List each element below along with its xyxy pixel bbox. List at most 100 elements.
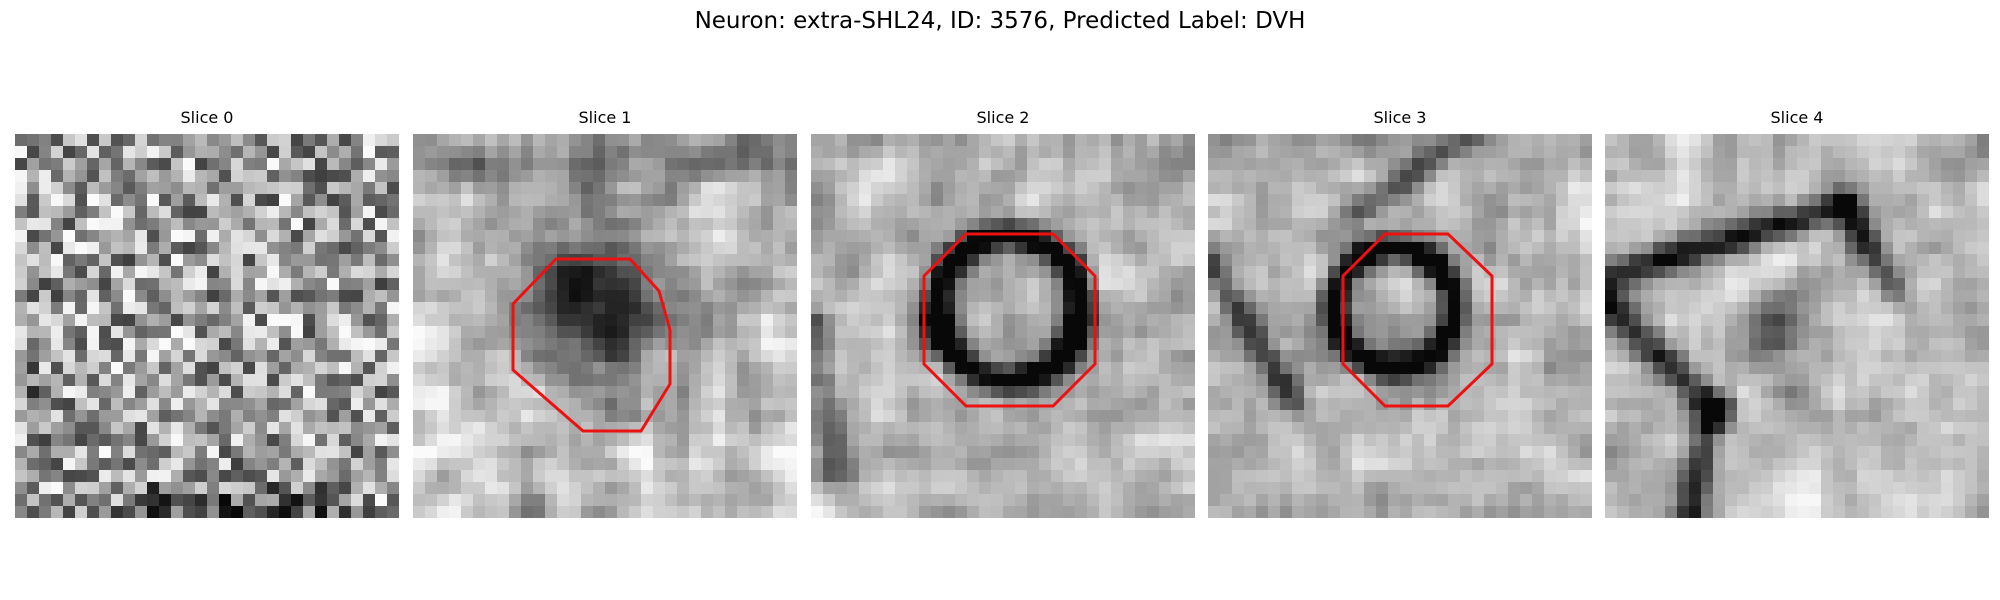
pixel xyxy=(1159,374,1172,387)
pixel xyxy=(1003,386,1016,399)
pixel xyxy=(847,386,860,399)
pixel xyxy=(1484,458,1497,471)
pixel xyxy=(1905,386,1918,399)
pixel xyxy=(1448,446,1461,459)
pixel xyxy=(207,218,220,231)
pixel xyxy=(497,302,510,315)
pixel xyxy=(725,230,738,243)
pixel xyxy=(1147,182,1160,195)
pixel xyxy=(1460,446,1473,459)
pixel xyxy=(1099,302,1112,315)
pixel xyxy=(701,158,714,171)
pixel xyxy=(207,278,220,291)
pixel xyxy=(351,374,364,387)
pixel xyxy=(1063,386,1076,399)
pixel xyxy=(1328,338,1341,351)
pixel xyxy=(1123,506,1136,518)
pixel xyxy=(39,494,52,507)
pixel xyxy=(1580,362,1592,375)
pixel xyxy=(1605,278,1618,291)
pixel xyxy=(1352,482,1365,495)
pixel xyxy=(1677,398,1690,411)
pixel xyxy=(15,338,28,351)
pixel xyxy=(1532,398,1545,411)
pixel xyxy=(1099,254,1112,267)
pixel xyxy=(1075,302,1088,315)
pixel xyxy=(75,302,88,315)
pixel xyxy=(327,386,340,399)
pixel xyxy=(1208,326,1221,339)
pixel xyxy=(737,278,750,291)
pixel xyxy=(1677,350,1690,363)
pixel xyxy=(581,158,594,171)
pixel xyxy=(533,470,546,483)
pixel xyxy=(1965,230,1978,243)
pixel xyxy=(1171,398,1184,411)
pixel xyxy=(1268,350,1281,363)
pixel xyxy=(375,398,388,411)
pixel xyxy=(1845,398,1858,411)
pixel xyxy=(509,338,522,351)
pixel xyxy=(1941,230,1954,243)
pixel xyxy=(545,194,558,207)
pixel xyxy=(1159,494,1172,507)
pixel xyxy=(1424,230,1437,243)
pixel xyxy=(1544,458,1557,471)
pixel xyxy=(183,170,196,183)
pixel xyxy=(713,278,726,291)
pixel xyxy=(1605,242,1618,255)
pixel xyxy=(387,254,399,267)
pixel xyxy=(1208,338,1221,351)
pixel xyxy=(207,146,220,159)
pixel xyxy=(629,506,642,518)
pixel xyxy=(1147,338,1160,351)
pixel xyxy=(1171,302,1184,315)
pixel xyxy=(219,362,232,375)
pixel xyxy=(1051,182,1064,195)
pixel xyxy=(919,206,932,219)
pixel xyxy=(1123,434,1136,447)
pixel xyxy=(1713,278,1726,291)
pixel xyxy=(1292,158,1305,171)
pixel xyxy=(1857,422,1870,435)
pixel xyxy=(1761,434,1774,447)
pixel xyxy=(617,182,630,195)
pixel xyxy=(1280,350,1293,363)
pixel xyxy=(991,314,1004,327)
pixel xyxy=(1617,326,1630,339)
pixel xyxy=(823,434,836,447)
pixel xyxy=(859,218,872,231)
pixel xyxy=(123,410,136,423)
pixel xyxy=(473,386,486,399)
pixel xyxy=(231,302,244,315)
pixel xyxy=(811,314,824,327)
pixel xyxy=(1388,146,1401,159)
pixel xyxy=(1003,302,1016,315)
pixel xyxy=(1063,434,1076,447)
pixel xyxy=(413,314,426,327)
pixel xyxy=(629,326,642,339)
pixel xyxy=(1063,266,1076,279)
pixel xyxy=(761,362,774,375)
pixel xyxy=(1400,326,1413,339)
pixel xyxy=(135,230,148,243)
pixel xyxy=(1713,410,1726,423)
pixel xyxy=(725,266,738,279)
pixel xyxy=(363,338,376,351)
pixel xyxy=(425,398,438,411)
pixel xyxy=(761,410,774,423)
pixel xyxy=(1556,230,1569,243)
pixel xyxy=(387,422,399,435)
pixel xyxy=(1761,194,1774,207)
pixel xyxy=(617,242,630,255)
pixel xyxy=(1785,446,1798,459)
pixel xyxy=(449,374,462,387)
pixel xyxy=(207,494,220,507)
pixel xyxy=(1147,242,1160,255)
pixel xyxy=(497,362,510,375)
pixel xyxy=(1232,446,1245,459)
pixel xyxy=(811,290,824,303)
pixel xyxy=(1099,398,1112,411)
pixel xyxy=(847,434,860,447)
pixel xyxy=(1929,194,1942,207)
